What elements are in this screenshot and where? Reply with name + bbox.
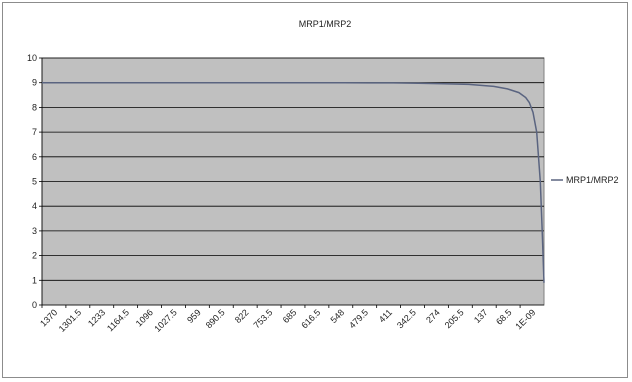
x-tick-label: 1370 xyxy=(38,307,59,328)
x-tick-label: 890.5 xyxy=(204,307,227,330)
x-tick-label: 616.5 xyxy=(299,307,322,330)
y-tick-label: 7 xyxy=(32,127,37,137)
y-tick-label: 0 xyxy=(32,300,37,310)
y-tick-label: 4 xyxy=(32,201,37,211)
x-tick-label: 1301.5 xyxy=(57,307,84,334)
x-tick-label: 137 xyxy=(472,307,490,325)
x-tick-label: 411 xyxy=(377,307,394,324)
x-tick-label: 548 xyxy=(329,307,347,325)
x-tick-label: 1164.5 xyxy=(105,307,131,333)
y-tick-label: 9 xyxy=(32,78,37,88)
x-tick-label: 1027.5 xyxy=(152,307,179,334)
series-line xyxy=(42,81,545,283)
x-tick-label: 274 xyxy=(424,307,442,325)
chart-title: MRP1/MRP2 xyxy=(299,19,352,29)
y-tick-label: 1 xyxy=(32,275,37,285)
x-tick-label: 342.5 xyxy=(395,307,418,330)
y-tick-label: 10 xyxy=(27,53,37,63)
x-tick-label: 479.5 xyxy=(347,307,370,330)
x-tick-label: 753.5 xyxy=(252,307,275,330)
x-tick-label: 822 xyxy=(233,307,251,325)
x-tick-label: 205.5 xyxy=(443,307,466,330)
x-tick-label: 68.5 xyxy=(494,307,513,326)
x-tick-label: 1E-09 xyxy=(513,307,537,331)
legend: MRP1/MRP2 xyxy=(551,175,619,185)
x-tick-label: 1096 xyxy=(134,307,155,328)
y-axis: 0 1 2 3 4 5 6 7 8 9 10 xyxy=(27,53,43,310)
y-tick-label: 5 xyxy=(32,177,37,187)
y-tick-label: 2 xyxy=(32,251,37,261)
x-tick-label: 1233 xyxy=(86,307,107,328)
plot-area xyxy=(41,57,545,306)
y-tick-label: 6 xyxy=(32,152,37,162)
y-tick-label: 3 xyxy=(32,226,37,236)
legend-label: MRP1/MRP2 xyxy=(566,175,619,185)
x-tick-label: 685 xyxy=(281,307,299,325)
series-group xyxy=(42,81,545,283)
chart-frame: MRP1/MRP2 0 1 2 3 4 5 6 7 8 9 10 1370 1301.5 1233 116… xyxy=(2,2,628,378)
x-tick-label: 959 xyxy=(185,307,203,325)
y-tick-label: 8 xyxy=(32,102,37,112)
